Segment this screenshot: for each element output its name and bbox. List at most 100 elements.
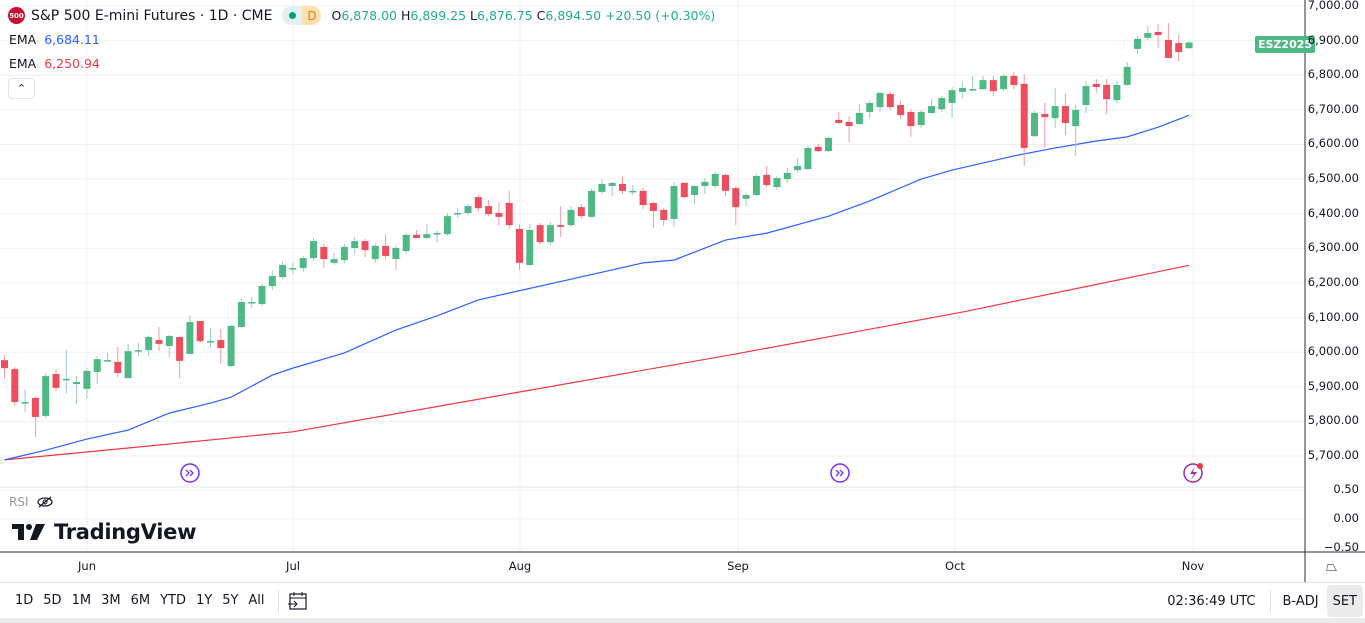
market-status-pill[interactable]: D — [282, 6, 322, 25]
candle-down — [114, 361, 122, 373]
price-tick-label: 6,400.00 — [1307, 205, 1359, 220]
range-button-1y[interactable]: 1Y — [195, 593, 213, 608]
lightning-icon — [1190, 467, 1197, 480]
session-toggle[interactable]: SET — [1326, 585, 1363, 617]
clock-time[interactable]: 02:36:49 UTC — [1167, 593, 1256, 609]
candle-up — [433, 233, 441, 235]
candle-down — [989, 80, 997, 92]
candle-up — [752, 175, 760, 196]
ema-slow-legend[interactable]: EMA 6,250.94 — [9, 56, 100, 71]
candle-down — [536, 225, 544, 243]
candle-up — [402, 234, 410, 252]
time-tick-label: Oct — [945, 559, 965, 573]
candle-up — [279, 264, 287, 278]
candle-up — [464, 206, 472, 214]
candle-down — [1010, 75, 1018, 85]
range-button-3m[interactable]: 3M — [101, 593, 121, 608]
candle-down — [660, 209, 668, 220]
candle-down — [845, 121, 853, 127]
low-value: 6,876.75 — [477, 8, 533, 23]
candle-down — [639, 190, 647, 206]
ohlc-values: O6,878.00 H6,899.25 L6,876.75 C6,894.50 … — [331, 8, 716, 23]
candle-up — [73, 381, 81, 385]
candle-up — [443, 216, 451, 235]
candle-up — [186, 322, 194, 354]
range-button-6m[interactable]: 6M — [130, 593, 151, 608]
high-value: 6,899.25 — [410, 8, 467, 23]
price-tick-label: 6,300.00 — [1307, 240, 1359, 255]
candle-down — [196, 321, 204, 342]
close-value: 6,894.50 — [545, 8, 602, 23]
candle-down — [557, 225, 565, 227]
price-tick-label: 6,100.00 — [1307, 309, 1359, 324]
symbol-title[interactable]: S&P 500 E-mini Futures · 1D · CME — [31, 7, 273, 24]
price-tick-label: 6,200.00 — [1307, 274, 1359, 289]
candle-down — [1041, 114, 1049, 118]
candle-up — [938, 98, 946, 110]
range-button-1d[interactable]: 1D — [15, 593, 34, 608]
candle-up — [691, 186, 699, 196]
collapse-legend-button[interactable]: ⌃ — [8, 78, 35, 99]
candle-up — [124, 351, 132, 379]
candle-up — [1031, 112, 1038, 137]
candle-up — [207, 341, 214, 343]
tradingview-logo[interactable]: TradingView — [12, 520, 196, 544]
time-tick-label: Sep — [727, 559, 749, 573]
candle-up — [371, 245, 379, 260]
price-tick-label: 5,700.00 — [1307, 448, 1359, 463]
candle-up — [783, 172, 791, 180]
range-button-5y[interactable]: 5Y — [222, 593, 239, 608]
candle-up — [1123, 66, 1131, 85]
price-tick-label: 6,000.00 — [1307, 344, 1359, 359]
candle-up — [93, 359, 101, 372]
candle-down — [505, 202, 513, 226]
adjustment-toggle[interactable]: B-ADJ — [1282, 593, 1319, 609]
range-button-1m[interactable]: 1M — [71, 593, 92, 608]
rsi-tick-label: 0.00 — [1333, 511, 1359, 525]
candle-up — [608, 182, 616, 187]
time-tick-label: Jun — [78, 559, 96, 573]
range-button-all[interactable]: All — [248, 593, 265, 608]
candle-up — [299, 258, 307, 269]
range-button-ytd[interactable]: YTD — [160, 593, 186, 608]
candle-down — [320, 246, 328, 260]
time-tick-label: Nov — [1181, 559, 1205, 573]
interval-badge: D — [302, 6, 322, 25]
earnings-event-icon — [180, 463, 200, 483]
rsi-tick-label: −0.50 — [1323, 540, 1359, 554]
rsi-legend[interactable]: RSI — [9, 495, 53, 509]
settings-icon[interactable]: ⏢ — [1326, 559, 1338, 575]
goto-date-icon[interactable] — [287, 591, 309, 611]
candle-down — [1020, 83, 1028, 148]
notification-dot — [1197, 463, 1203, 469]
candle-down — [763, 174, 771, 185]
candle-up — [248, 302, 256, 304]
event-arrow-icon — [835, 469, 844, 477]
price-tick-label: 5,800.00 — [1307, 413, 1359, 428]
candle-down — [722, 174, 729, 191]
candle-up — [227, 325, 235, 367]
chart-canvas[interactable] — [0, 0, 1365, 582]
candle-up — [21, 402, 29, 404]
candle-down — [474, 197, 482, 209]
candle-up — [340, 246, 348, 261]
change-value: +20.50 (+0.30%) — [605, 8, 716, 23]
candle-down — [31, 397, 39, 417]
candle-up — [1144, 33, 1152, 38]
candle-up — [268, 276, 276, 287]
eye-off-icon[interactable] — [36, 496, 53, 508]
candle-up — [825, 137, 832, 152]
candle-up — [917, 111, 925, 126]
candle-up — [145, 336, 153, 351]
candle-up — [104, 360, 111, 362]
ema-fast-legend[interactable]: EMA 6,684.11 — [9, 32, 100, 47]
earnings-event-icon — [830, 463, 850, 483]
candle-up — [42, 376, 50, 416]
candle-up — [526, 229, 534, 265]
candle-down — [1061, 106, 1069, 124]
candle-down — [649, 202, 657, 211]
range-button-5d[interactable]: 5D — [43, 593, 62, 608]
candle-down — [516, 228, 523, 263]
candle-up — [804, 147, 812, 170]
candle-up — [1134, 38, 1141, 49]
